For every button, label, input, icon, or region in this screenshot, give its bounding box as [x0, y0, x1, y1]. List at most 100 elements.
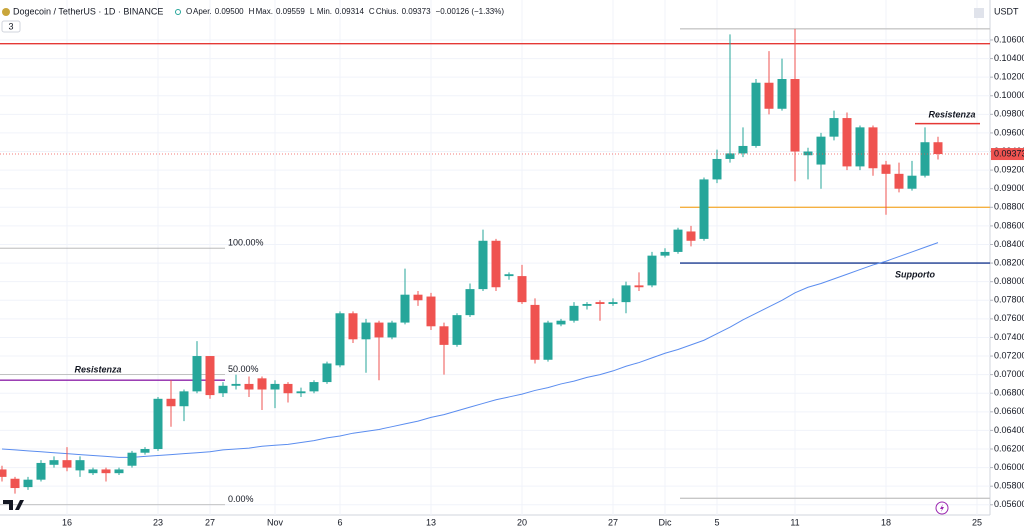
candle-body	[218, 385, 228, 394]
candle-body	[62, 460, 72, 468]
candle-body	[530, 304, 540, 360]
candle-body	[868, 127, 878, 169]
candle-body	[361, 322, 371, 340]
y-tick-label: 0.10000	[994, 90, 1024, 100]
y-tick-label: 0.06200	[994, 443, 1024, 453]
candle-body	[660, 251, 670, 256]
candle-body	[829, 118, 839, 137]
y-tick-label: 0.09800	[994, 109, 1024, 119]
candle-body	[244, 383, 254, 390]
x-tick-label: 25	[972, 517, 982, 527]
candle-body	[348, 313, 358, 340]
y-tick-label: 0.08800	[994, 202, 1024, 212]
indicator-count: 3	[8, 21, 13, 31]
x-tick-label: 6	[337, 517, 342, 527]
y-tick-label: 0.05600	[994, 499, 1024, 509]
candle-body	[894, 173, 904, 189]
x-tick-label: 5	[714, 517, 719, 527]
price-change: −0.00126 (−1.33%)	[436, 7, 505, 16]
level-label: Supporto	[895, 269, 935, 279]
x-tick-label: 27	[205, 517, 215, 527]
candle-body	[166, 398, 176, 407]
candle-body	[634, 285, 644, 288]
candle-body	[673, 229, 683, 252]
candle-body	[465, 289, 475, 316]
candle-body	[881, 164, 891, 174]
y-tick-label: 0.07000	[994, 369, 1024, 379]
candle-body	[543, 322, 553, 360]
level-label: Resistenza	[74, 364, 121, 374]
y-tick-label: 0.07200	[994, 350, 1024, 360]
last-price-tag	[991, 148, 1024, 161]
candle-body	[517, 276, 527, 303]
y-tick-label: 0.05800	[994, 481, 1024, 491]
ohlc-key: O	[186, 7, 192, 16]
indicator-toggle[interactable]	[1, 20, 21, 33]
candle-body	[192, 356, 202, 392]
settings-button[interactable]	[974, 8, 984, 18]
candle-body	[296, 391, 306, 394]
candle-body	[751, 82, 761, 146]
logo	[3, 500, 24, 510]
candle-body	[413, 294, 423, 301]
y-tick-label: 0.10400	[994, 53, 1024, 63]
x-tick-label: 27	[608, 517, 618, 527]
ohlc-label: Chius.	[376, 7, 399, 16]
candle-body	[153, 398, 163, 449]
candle-body	[36, 462, 46, 480]
x-tick-label: 11	[790, 517, 799, 527]
candle-body	[101, 469, 111, 474]
candle-body	[491, 240, 501, 288]
y-tick-label: 0.10200	[994, 72, 1024, 82]
candle-body	[803, 151, 813, 156]
level-label: Resistenza	[928, 109, 975, 119]
alert-button[interactable]	[935, 501, 949, 515]
candle-body	[777, 79, 787, 109]
candle-body	[556, 320, 566, 325]
candle-body	[764, 82, 774, 109]
symbol-icon	[2, 8, 10, 16]
candle-body	[387, 322, 397, 338]
ohlc-label: Max.	[256, 7, 273, 16]
x-tick-label: 20	[517, 517, 527, 527]
moving-average	[1, 242, 939, 458]
x-tick-label: 23	[153, 517, 163, 527]
candle-body	[205, 356, 215, 396]
candle-body	[140, 448, 150, 453]
candle-body	[907, 175, 917, 189]
candle-body	[439, 326, 449, 345]
y-tick-label: 0.07400	[994, 332, 1024, 342]
candle-body	[699, 179, 709, 239]
y-tick-label: 0.08200	[994, 257, 1024, 267]
y-tick-label: 0.07800	[994, 295, 1024, 305]
status-dot	[175, 9, 181, 15]
candle-body	[426, 296, 436, 327]
candle-body	[88, 469, 98, 474]
y-tick-label: 0.09600	[994, 127, 1024, 137]
candle-body	[179, 391, 189, 407]
candle-body	[621, 285, 631, 303]
y-tick-label: 0.09200	[994, 164, 1024, 174]
fib-label: 50.00%	[228, 364, 259, 374]
currency: USDT	[994, 6, 1019, 16]
ohlc-key: C	[369, 7, 375, 16]
candle-body	[933, 142, 943, 155]
ohlc-value: 0.09314	[335, 7, 364, 16]
ohlc-key: L	[310, 7, 315, 16]
candle-body	[595, 302, 605, 304]
candle-body	[452, 315, 462, 345]
last-price-label: 0.09373	[994, 148, 1024, 158]
y-tick-label: 0.06000	[994, 462, 1024, 472]
candle-body	[608, 302, 618, 304]
symbol-name: Dogecoin / TetherUS · 1D · BINANCE	[13, 6, 163, 16]
y-tick-label: 0.08600	[994, 220, 1024, 230]
candle-body	[23, 479, 33, 488]
candle-body	[0, 469, 7, 477]
y-tick-label: 0.08400	[994, 239, 1024, 249]
candle-body	[335, 313, 345, 366]
candle-body	[816, 136, 826, 165]
candle-body	[712, 158, 722, 180]
x-tick-label: Nov	[267, 517, 284, 527]
